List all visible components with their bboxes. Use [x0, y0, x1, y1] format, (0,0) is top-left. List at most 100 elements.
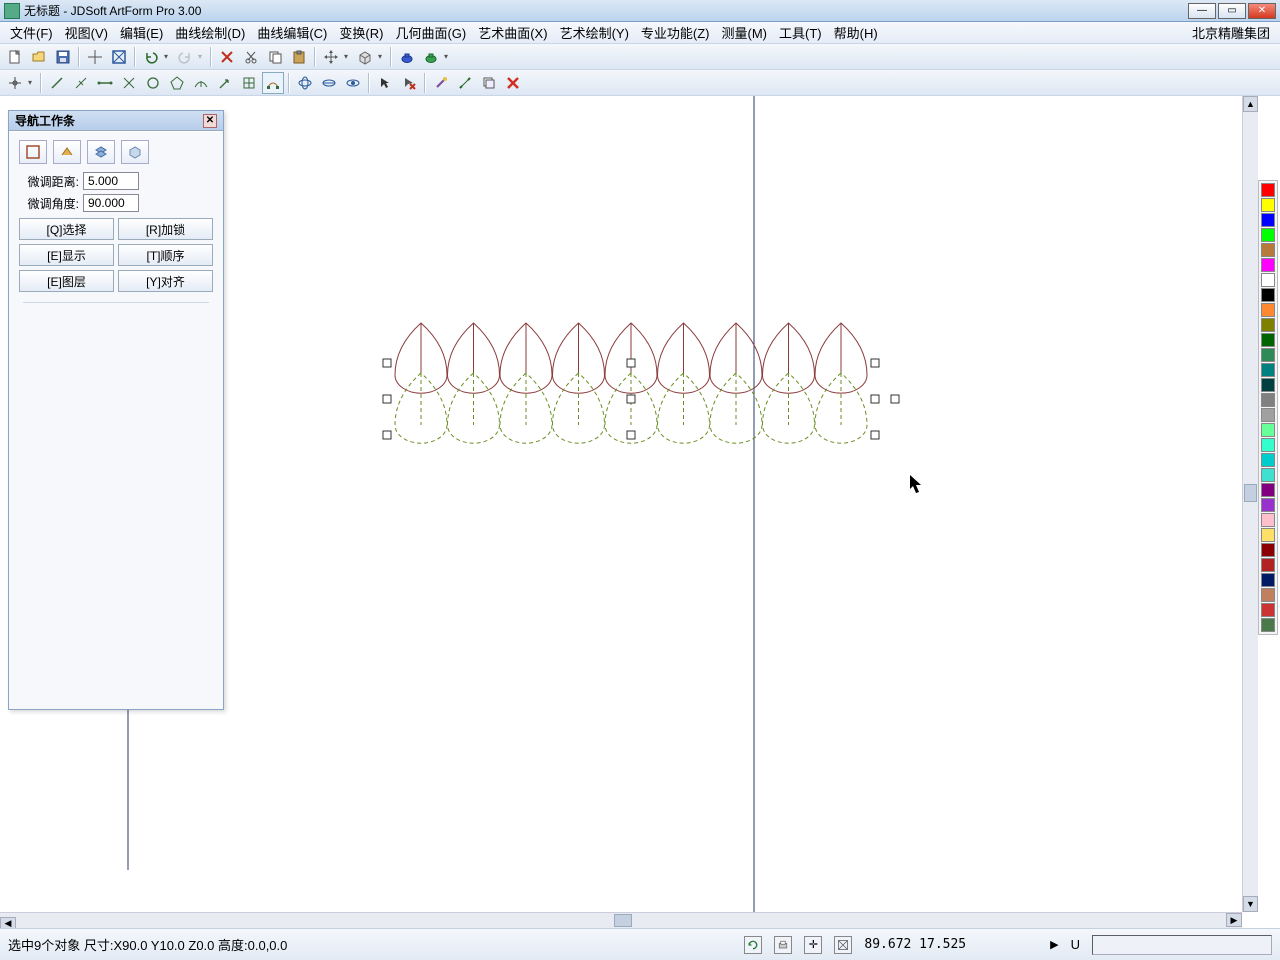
cross-line-icon[interactable]	[118, 72, 140, 94]
move-dropdown-icon[interactable]: ▾	[344, 52, 352, 61]
save-file-icon[interactable]	[52, 46, 74, 68]
color-swatch-1[interactable]	[1261, 198, 1275, 212]
color-swatch-20[interactable]	[1261, 483, 1275, 497]
color-swatch-13[interactable]	[1261, 378, 1275, 392]
cancel-icon[interactable]	[502, 72, 524, 94]
tangent-tool-icon[interactable]	[190, 72, 212, 94]
color-swatch-19[interactable]	[1261, 468, 1275, 482]
color-swatch-24[interactable]	[1261, 543, 1275, 557]
line-tool-icon[interactable]	[46, 72, 68, 94]
nav-btn-layer[interactable]: [E]图层	[19, 270, 114, 292]
color-swatch-9[interactable]	[1261, 318, 1275, 332]
undo-icon[interactable]	[140, 46, 162, 68]
cursor-tool-icon[interactable]	[4, 72, 26, 94]
menu-geom-surface[interactable]: 几何曲面(G)	[389, 21, 472, 44]
hscroll-thumb[interactable]	[614, 914, 632, 927]
horizontal-scrollbar[interactable]: ◀ ▶	[0, 912, 1242, 928]
color-swatch-11[interactable]	[1261, 348, 1275, 362]
color-swatch-28[interactable]	[1261, 603, 1275, 617]
teapot-blue-icon[interactable]	[396, 46, 418, 68]
menu-tools[interactable]: 工具(T)	[773, 21, 828, 44]
redo-dropdown-icon[interactable]: ▾	[198, 52, 206, 61]
color-swatch-18[interactable]	[1261, 453, 1275, 467]
color-swatch-2[interactable]	[1261, 213, 1275, 227]
color-swatch-23[interactable]	[1261, 528, 1275, 542]
magic-wand-icon[interactable]	[430, 72, 452, 94]
new-file-icon[interactable]	[4, 46, 26, 68]
color-swatch-0[interactable]	[1261, 183, 1275, 197]
menu-edit[interactable]: 编辑(E)	[114, 21, 169, 44]
fine-dist-input[interactable]	[83, 172, 139, 190]
hscroll-right-icon[interactable]: ▶	[1226, 913, 1242, 927]
nav-btn-select[interactable]: [Q]选择	[19, 218, 114, 240]
nav-tool-1-icon[interactable]	[19, 140, 47, 164]
color-swatch-8[interactable]	[1261, 303, 1275, 317]
status-crosshair-icon[interactable]: ✛	[804, 936, 822, 954]
horiz-line-icon[interactable]	[94, 72, 116, 94]
nav-tool-2-icon[interactable]	[53, 140, 81, 164]
menu-view[interactable]: 视图(V)	[59, 21, 114, 44]
vscroll-down-icon[interactable]: ▼	[1243, 896, 1258, 912]
pick-arrow-icon[interactable]	[374, 72, 396, 94]
snap-icon[interactable]	[84, 46, 106, 68]
color-swatch-3[interactable]	[1261, 228, 1275, 242]
nav-btn-display[interactable]: [E]显示	[19, 244, 114, 266]
move-icon[interactable]	[320, 46, 342, 68]
measure-icon[interactable]	[454, 72, 476, 94]
menu-art-draw[interactable]: 艺术绘制(Y)	[554, 21, 635, 44]
navigator-title-bar[interactable]: 导航工作条 ✕	[9, 111, 223, 131]
vscroll-thumb[interactable]	[1244, 484, 1257, 502]
circle-tool-icon[interactable]	[142, 72, 164, 94]
nav-btn-order[interactable]: [T]顺序	[118, 244, 213, 266]
color-swatch-15[interactable]	[1261, 408, 1275, 422]
menu-file[interactable]: 文件(F)	[4, 21, 59, 44]
color-swatch-5[interactable]	[1261, 258, 1275, 272]
perp-line-icon[interactable]	[70, 72, 92, 94]
color-swatch-10[interactable]	[1261, 333, 1275, 347]
vscroll-up-icon[interactable]: ▲	[1243, 96, 1258, 112]
color-swatch-6[interactable]	[1261, 273, 1275, 287]
color-swatch-14[interactable]	[1261, 393, 1275, 407]
teapot-green-icon[interactable]	[420, 46, 442, 68]
cursor-dropdown-icon[interactable]: ▾	[28, 78, 36, 87]
nav-tool-3-icon[interactable]	[87, 140, 115, 164]
open-file-icon[interactable]	[28, 46, 50, 68]
menu-pro-func[interactable]: 专业功能(Z)	[635, 21, 716, 44]
navigator-close-icon[interactable]: ✕	[203, 114, 217, 128]
undo-dropdown-icon[interactable]: ▾	[164, 52, 172, 61]
grid-tool-icon[interactable]	[238, 72, 260, 94]
menu-measure[interactable]: 测量(M)	[716, 21, 774, 44]
status-play-icon[interactable]: ▶	[1050, 938, 1058, 951]
status-bounds-icon[interactable]	[834, 936, 852, 954]
cut-icon[interactable]	[240, 46, 262, 68]
view-front-icon[interactable]	[318, 72, 340, 94]
color-swatch-17[interactable]	[1261, 438, 1275, 452]
color-swatch-29[interactable]	[1261, 618, 1275, 632]
polygon-tool-icon[interactable]	[166, 72, 188, 94]
menu-transform[interactable]: 变换(R)	[333, 21, 389, 44]
arrow-tool-icon[interactable]	[214, 72, 236, 94]
minimize-button[interactable]: —	[1188, 3, 1216, 19]
color-swatch-21[interactable]	[1261, 498, 1275, 512]
maximize-button[interactable]: ▭	[1218, 3, 1246, 19]
color-swatch-27[interactable]	[1261, 588, 1275, 602]
box3d-icon[interactable]	[354, 46, 376, 68]
color-swatch-4[interactable]	[1261, 243, 1275, 257]
fine-ang-input[interactable]	[83, 194, 139, 212]
nav-btn-lock[interactable]: [R]加锁	[118, 218, 213, 240]
redo-icon[interactable]	[174, 46, 196, 68]
close-button[interactable]: ✕	[1248, 3, 1276, 19]
layer-icon[interactable]	[478, 72, 500, 94]
status-refresh-icon[interactable]	[744, 936, 762, 954]
status-print-icon[interactable]	[774, 936, 792, 954]
edit-node-icon[interactable]	[262, 72, 284, 94]
color-swatch-22[interactable]	[1261, 513, 1275, 527]
pick-delete-icon[interactable]	[398, 72, 420, 94]
bounds-icon[interactable]	[108, 46, 130, 68]
color-swatch-7[interactable]	[1261, 288, 1275, 302]
menu-curve-edit[interactable]: 曲线编辑(C)	[251, 21, 333, 44]
menu-curve-draw[interactable]: 曲线绘制(D)	[169, 21, 251, 44]
teapot-dropdown-icon[interactable]: ▾	[444, 52, 452, 61]
view-iso-icon[interactable]	[294, 72, 316, 94]
menu-help[interactable]: 帮助(H)	[828, 21, 884, 44]
